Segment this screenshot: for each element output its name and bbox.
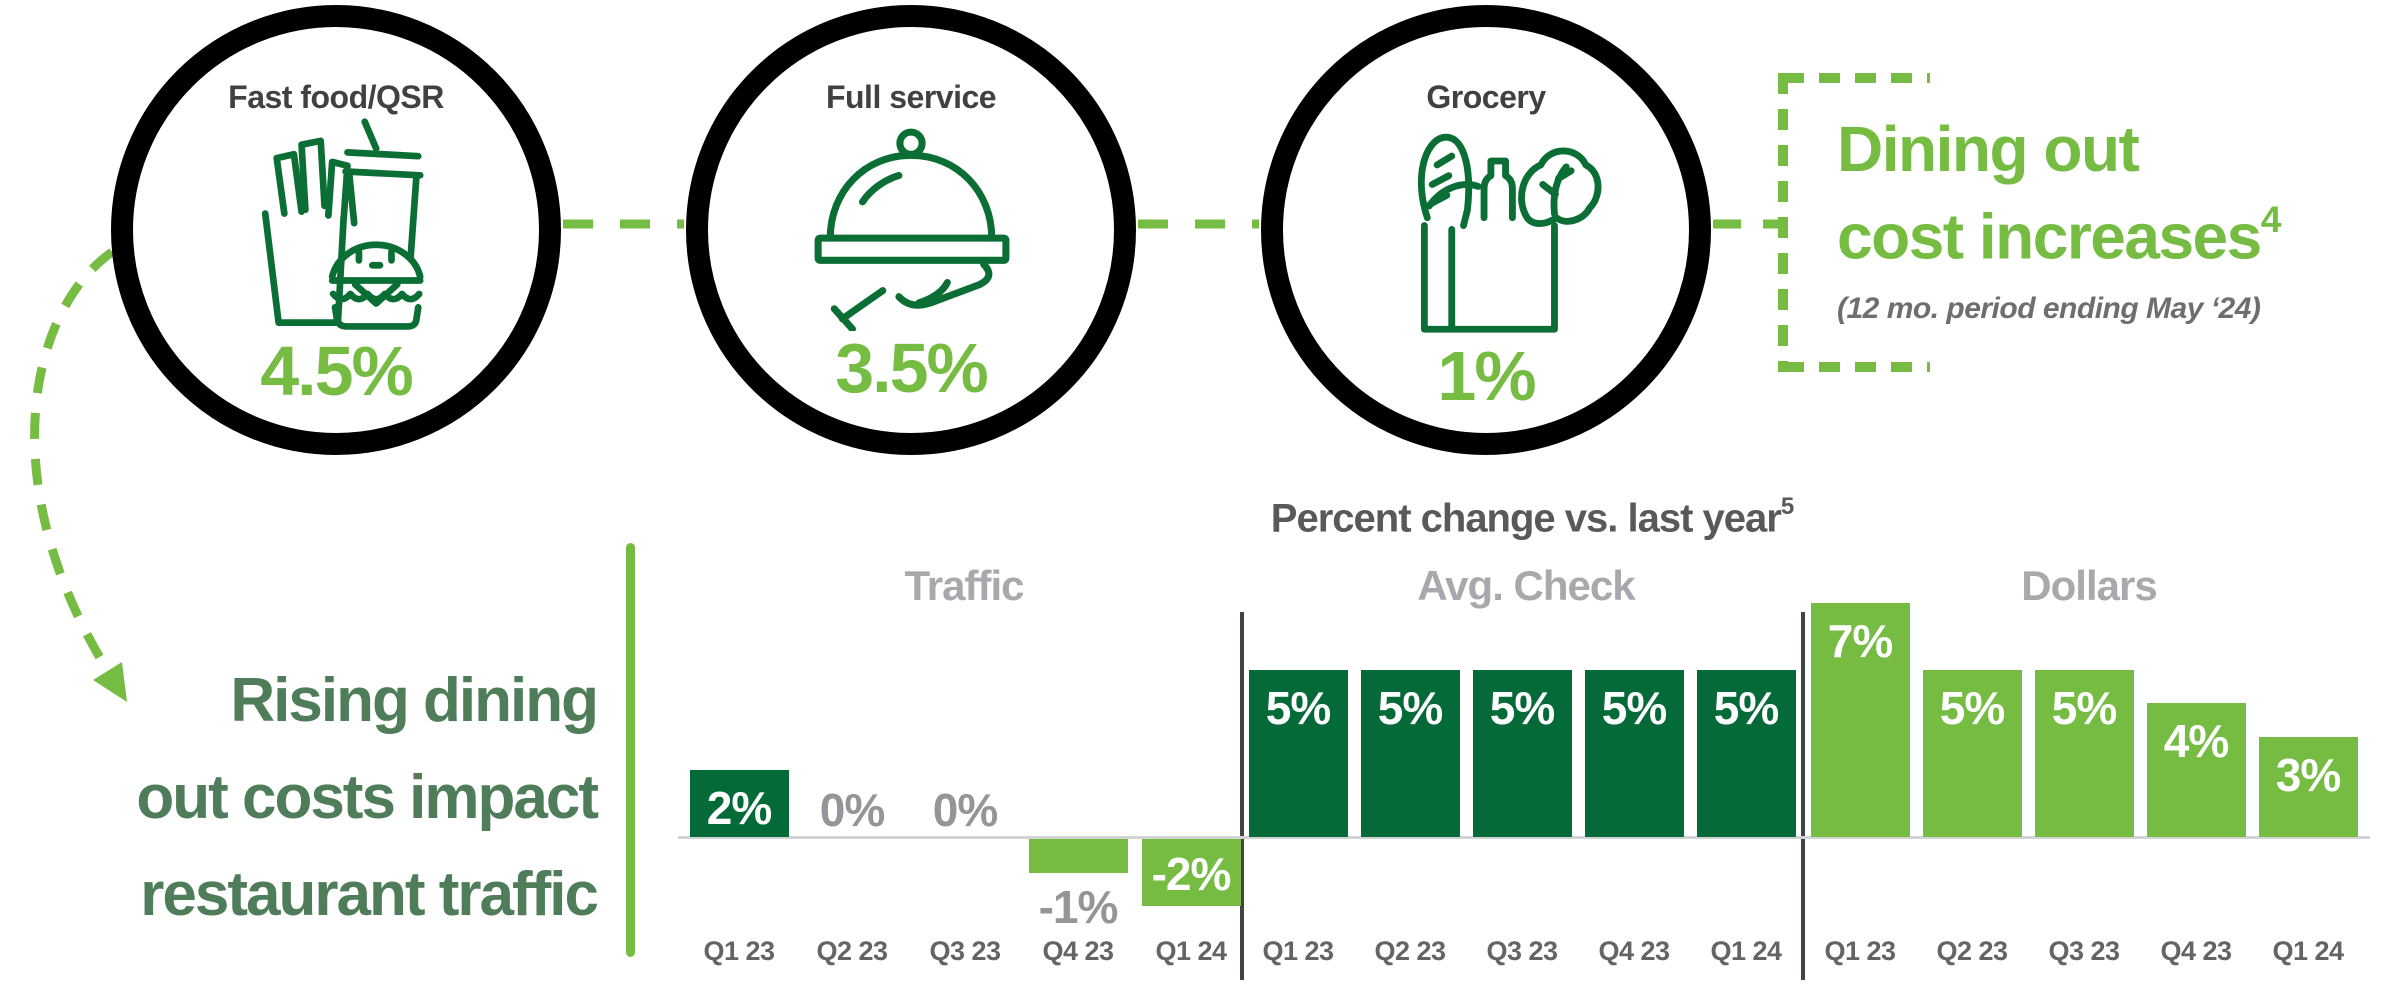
callout-title: Dining out cost increases4 xyxy=(1837,112,2282,273)
chart-left-rule xyxy=(626,543,635,957)
bar-value-label: -1% xyxy=(1038,880,1119,933)
section-label-traffic: Traffic xyxy=(904,562,1024,609)
cloche-icon xyxy=(786,116,1036,333)
bar-value-label: 5% xyxy=(1377,681,1443,734)
bar-value-label: 4% xyxy=(2163,715,2229,767)
bar-avg-check-q3-23 xyxy=(1472,669,1572,837)
x-axis-label: Q4 23 xyxy=(1042,936,1114,966)
bar-value-label: 5% xyxy=(1265,681,1331,734)
bar-value-label: 0% xyxy=(819,784,885,836)
x-axis-label: Q1 23 xyxy=(1824,936,1896,966)
bar-dollars-q1-24 xyxy=(2258,736,2358,837)
bar-value-label: 5% xyxy=(2051,681,2117,734)
bar-dollars-q1-23 xyxy=(1810,602,1910,837)
x-axis-label: Q2 23 xyxy=(1374,936,1446,966)
chart-title-text: Percent change vs. last year xyxy=(1270,496,1782,541)
x-axis-label: Q2 23 xyxy=(1936,936,2008,966)
bar-value-label: 3% xyxy=(2275,748,2341,801)
category-title: Fast food/QSR xyxy=(228,79,444,115)
section-divider-1 xyxy=(1240,612,1244,980)
bar-value-label: 0% xyxy=(932,784,998,836)
chart-footnote-marker: 5 xyxy=(1780,493,1794,520)
bar-avg-check-q4-23 xyxy=(1584,669,1684,837)
section-label-dollars: Dollars xyxy=(2021,562,2157,609)
bar-value-label: -2% xyxy=(1151,847,1232,900)
x-axis-label: Q1 24 xyxy=(1710,936,1782,966)
x-axis-label: Q1 23 xyxy=(703,936,775,966)
category-value: 3.5% xyxy=(835,329,989,407)
x-axis-label: Q4 23 xyxy=(2160,936,2232,966)
bar-traffic-q1-24 xyxy=(1141,839,1241,906)
bar-dollars-q4-23 xyxy=(2146,703,2246,837)
chart-title: Percent change vs. last year5 xyxy=(1232,493,1832,541)
chart-baseline xyxy=(678,836,2370,839)
x-axis-label: Q1 23 xyxy=(1262,936,1334,966)
bar-avg-check-q1-24 xyxy=(1696,669,1796,837)
category-circle-grocery: Grocery 1% xyxy=(1261,5,1711,455)
bar-value-label: 7% xyxy=(1827,614,1893,667)
x-axis-label: Q4 23 xyxy=(1598,936,1670,966)
bar-dollars-q3-23 xyxy=(2034,669,2134,837)
section-label-avg-check: Avg. Check xyxy=(1417,562,1635,609)
headline: Rising dining out costs impact restauran… xyxy=(0,652,599,943)
callout-bracket xyxy=(1778,73,1930,372)
bar-value-label: 5% xyxy=(1713,681,1779,734)
bar-dollars-q2-23 xyxy=(1922,669,2022,837)
x-axis-label: Q1 24 xyxy=(2272,936,2344,966)
bar-traffic-q4-23 xyxy=(1028,839,1128,873)
callout-line2: cost increases xyxy=(1837,200,2262,273)
bar-traffic-q1-23 xyxy=(689,770,789,837)
bar-value-label: 2% xyxy=(706,782,772,834)
category-value: 1% xyxy=(1437,337,1536,415)
category-title: Full service xyxy=(825,79,997,115)
bar-avg-check-q1-23 xyxy=(1248,669,1348,837)
headline-line3: restaurant traffic xyxy=(140,860,599,929)
bar-value-label: 5% xyxy=(1601,681,1667,734)
category-circle-fast-food: Fast food/QSR 4.5% xyxy=(111,5,561,455)
headline-line2: out costs impact xyxy=(136,763,599,832)
headline-line1: Rising dining xyxy=(230,666,599,735)
grocery-bag-icon xyxy=(1366,116,1606,341)
bar-avg-check-q2-23 xyxy=(1360,669,1460,837)
callout-line1: Dining out xyxy=(1837,113,2140,185)
x-axis-label: Q2 23 xyxy=(816,936,888,966)
x-axis-label: Q3 23 xyxy=(2048,936,2120,966)
callout-footnote-marker: 4 xyxy=(2260,198,2282,240)
category-title: Grocery xyxy=(1426,79,1546,115)
fast-food-icon xyxy=(236,116,436,336)
x-axis-label: Q3 23 xyxy=(929,936,1001,966)
bar-value-label: 5% xyxy=(1489,681,1555,734)
section-divider-2 xyxy=(1801,612,1805,980)
category-circle-full-service: Full service 3.5% xyxy=(686,5,1136,455)
category-value: 4.5% xyxy=(260,332,414,410)
curved-arrow xyxy=(30,248,115,671)
callout-subtitle: (12 mo. period ending May ‘24) xyxy=(1837,292,2261,325)
x-axis-label: Q1 24 xyxy=(1155,936,1227,966)
arrowhead-icon xyxy=(93,662,127,702)
x-axis-label: Q3 23 xyxy=(1486,936,1558,966)
bar-value-label: 5% xyxy=(1939,681,2005,734)
